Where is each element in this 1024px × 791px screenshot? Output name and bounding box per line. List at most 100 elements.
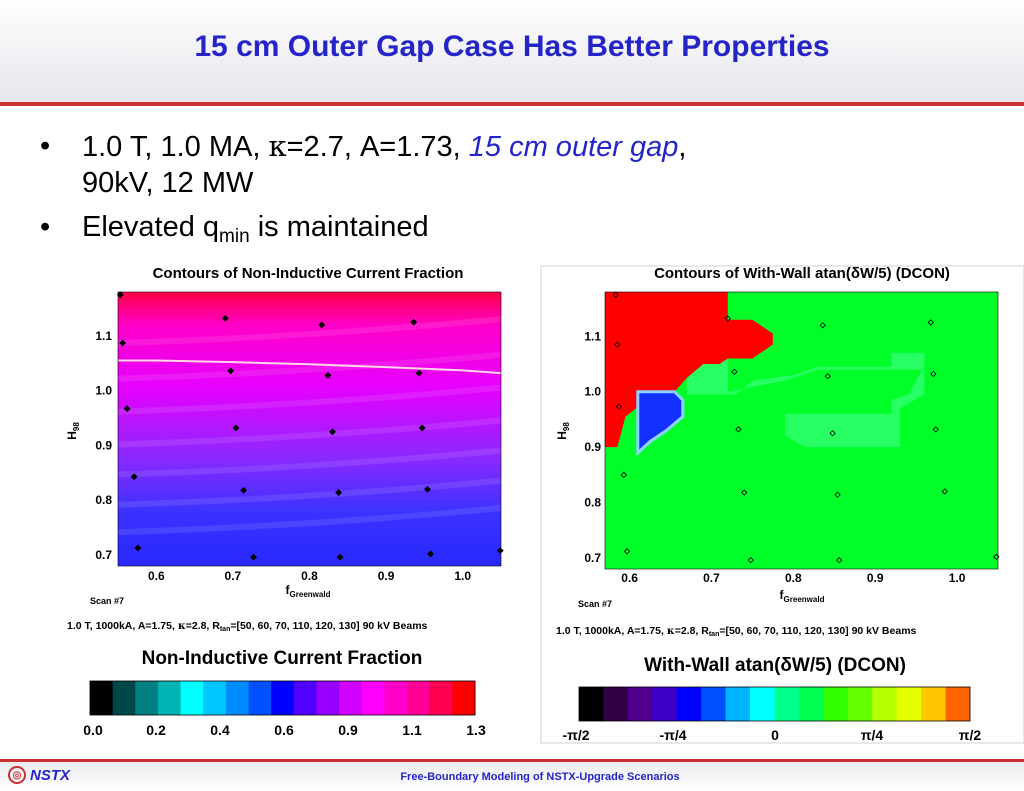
footer-bar bbox=[0, 762, 1024, 791]
contour-line bbox=[118, 359, 502, 375]
colorbar-title: With-Wall atan(δW/5) (DCON) bbox=[644, 655, 906, 676]
colorbar-swatch bbox=[316, 681, 340, 715]
axis-label-main: H bbox=[65, 431, 79, 440]
params-sub: tan bbox=[709, 631, 720, 638]
colorbar-swatch bbox=[384, 681, 408, 715]
data-point bbox=[130, 473, 138, 481]
colorbar-swatch bbox=[135, 681, 159, 715]
colorbar-swatch bbox=[579, 687, 604, 721]
contour-band bbox=[117, 447, 502, 478]
x-tick-label: 0.8 bbox=[785, 571, 802, 585]
params-label: 1.0 T, 1000kA, A=1.75, κ=2.8, Rtan=[50, … bbox=[556, 625, 917, 638]
kappa-symbol: κ bbox=[667, 625, 675, 637]
data-point bbox=[221, 314, 229, 322]
colorbar-tick-label: 0.6 bbox=[274, 722, 294, 738]
axis-label-main: H bbox=[555, 431, 569, 440]
footer-divider bbox=[0, 759, 1024, 762]
logo-text: NSTX bbox=[30, 766, 71, 784]
colorbar-swatch bbox=[872, 687, 898, 721]
colorbar-swatch bbox=[90, 681, 114, 715]
bullet-text: is maintained bbox=[249, 211, 429, 243]
footer-caption: Free-Boundary Modeling of NSTX-Upgrade S… bbox=[400, 771, 680, 783]
colorbar-swatch bbox=[248, 681, 272, 715]
x-tick-label: 0.6 bbox=[621, 571, 638, 585]
data-point bbox=[612, 291, 619, 298]
contour-region-blue bbox=[636, 390, 685, 457]
slide-title: 15 cm Outer Gap Case Has Better Properti… bbox=[194, 30, 830, 63]
colorbar-swatch bbox=[112, 681, 136, 715]
data-point bbox=[415, 369, 423, 377]
scan-label: Scan #7 bbox=[90, 596, 124, 606]
y-tick-label: 0.8 bbox=[95, 493, 112, 507]
y-axis-label: H98 bbox=[555, 422, 571, 440]
colorbar-swatch bbox=[823, 687, 849, 721]
colorbar-tick-label: 0.9 bbox=[338, 722, 358, 738]
colorbar-swatch bbox=[798, 687, 824, 721]
y-tick-label: 0.7 bbox=[95, 548, 112, 562]
data-point bbox=[615, 403, 623, 410]
plot-frame bbox=[117, 291, 502, 567]
data-point bbox=[941, 488, 948, 495]
data-point bbox=[735, 426, 742, 433]
params-text: 1.0 T, 1000kA, A=1.75, bbox=[67, 620, 178, 632]
data-point bbox=[328, 428, 337, 436]
colorbar-tick-label: 0 bbox=[771, 727, 779, 743]
bullet-item-params: 1.0 T, 1.0 MA, κ=2.7, A=1.73, 15 cm oute… bbox=[40, 128, 1000, 201]
footer-logo: ◎ NSTX bbox=[8, 766, 70, 784]
colorbar-swatch bbox=[676, 687, 702, 721]
data-point bbox=[614, 341, 621, 348]
bullet-list: 1.0 T, 1.0 MA, κ=2.7, A=1.73, 15 cm oute… bbox=[40, 128, 1000, 263]
data-point bbox=[318, 321, 326, 329]
data-point bbox=[829, 430, 836, 437]
x-tick-label: 0.7 bbox=[703, 571, 720, 585]
colorbar-swatch bbox=[774, 687, 800, 721]
y-tick-label: 0.9 bbox=[584, 440, 601, 454]
params-label: 1.0 T, 1000kA, A=1.75, κ=2.8, Rtan=[50, … bbox=[67, 620, 428, 633]
data-point bbox=[119, 339, 127, 347]
params-text: =[50, 60, 70, 110, 120, 130] 90 kV Beams bbox=[719, 625, 916, 637]
axis-label-main: f bbox=[780, 588, 785, 602]
colorbar-swatch bbox=[701, 687, 727, 721]
contour-band bbox=[117, 417, 502, 448]
colorbar-tick-label: -π/2 bbox=[562, 727, 589, 743]
data-point bbox=[324, 371, 332, 379]
axis-label-main: f bbox=[286, 583, 291, 597]
colorbar-swatch bbox=[429, 681, 453, 715]
contour-band bbox=[117, 316, 502, 347]
colorbar-swatch bbox=[271, 681, 295, 715]
kappa-symbol: κ bbox=[178, 620, 186, 632]
data-point bbox=[724, 315, 731, 322]
data-point bbox=[336, 553, 344, 561]
contour-band bbox=[117, 351, 502, 382]
data-point bbox=[930, 370, 937, 378]
title-divider bbox=[0, 102, 1024, 106]
colorbar-swatch bbox=[452, 681, 476, 715]
colorbar-swatch bbox=[407, 681, 431, 715]
data-point bbox=[240, 486, 248, 494]
bullet-item-qmin: Elevated qmin is maintained bbox=[40, 209, 1000, 255]
x-tick-label: 0.7 bbox=[225, 569, 242, 583]
colorbar-tick-label: -π/4 bbox=[659, 727, 686, 743]
params-sub: tan bbox=[220, 626, 231, 633]
title-bar bbox=[0, 0, 1024, 102]
y-tick-label: 0.9 bbox=[95, 438, 112, 452]
axis-label-sub: Greenwald bbox=[784, 595, 825, 604]
bullet-text: =2.7, A=1.73, bbox=[286, 131, 469, 163]
bullet-text: , bbox=[678, 131, 687, 163]
colorbar-tick-label: 1.3 bbox=[466, 722, 486, 738]
colorbar-swatch bbox=[361, 681, 385, 715]
y-tick-label: 0.7 bbox=[584, 551, 601, 565]
bullet-text: 90kV, 12 MW bbox=[82, 167, 254, 199]
plot-frame bbox=[604, 291, 999, 570]
colorbar-swatch bbox=[203, 681, 227, 715]
params-text: =2.8, R bbox=[675, 625, 710, 637]
colorbar-frame bbox=[578, 686, 971, 722]
colorbar-tick-label: 1.1 bbox=[402, 722, 422, 738]
x-tick-label: 0.9 bbox=[378, 569, 395, 583]
colorbar-tick-label: π/2 bbox=[959, 727, 982, 743]
colorbar-swatch bbox=[157, 681, 181, 715]
y-tick-label: 1.1 bbox=[584, 329, 601, 343]
colorbar-swatch bbox=[603, 687, 629, 721]
data-point bbox=[423, 485, 432, 493]
colorbar-swatch bbox=[725, 687, 751, 721]
